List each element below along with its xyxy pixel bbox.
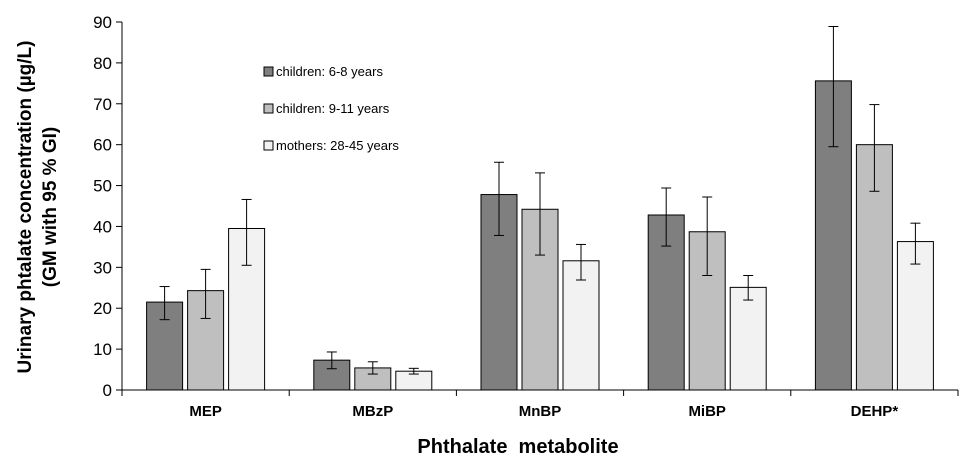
bar-3 (729, 286, 767, 391)
x-category-label: MBzP (352, 403, 393, 420)
x-axis: MEP MBzP MnBP MiBP DEHP* (121, 389, 959, 420)
error-bars (159, 25, 921, 375)
legend-label-1: children: 6-8 years (276, 64, 383, 79)
y-axis: 0 10 20 30 40 50 60 70 80 90 (93, 13, 123, 400)
y-tick-label: 30 (93, 258, 112, 277)
legend-swatch-2 (263, 103, 274, 114)
y-tick-label: 50 (93, 177, 112, 196)
x-category-label: MiBP (688, 403, 726, 420)
x-category-label: DEHP* (851, 403, 899, 420)
x-axis-title: Phthalate metabolite (417, 436, 618, 456)
x-category-label: MnBP (519, 403, 562, 420)
legend: children: 6-8 years children: 9-11 years m… (263, 64, 399, 153)
bars (146, 80, 934, 391)
bar-3 (896, 241, 934, 391)
y-tick-label: 60 (93, 136, 112, 155)
y-tick-label: 90 (93, 13, 112, 32)
legend-swatch-1 (263, 66, 274, 77)
y-tick-label: 0 (103, 381, 112, 400)
legend-swatch-3 (263, 140, 274, 151)
y-axis-title-line2: (GM with 95 % GI) (40, 127, 61, 287)
y-axis-title-line1: Urinary phtalate concentration (µg/L) (15, 41, 36, 374)
legend-label-2: children: 9-11 years (276, 101, 390, 116)
y-tick-label: 80 (93, 54, 112, 73)
y-tick-label: 20 (93, 299, 112, 318)
legend-label-3: mothers: 28-45 years (276, 138, 399, 153)
y-tick-label: 10 (93, 340, 112, 359)
y-tick-label: 40 (93, 217, 112, 236)
x-category-label: MEP (189, 403, 222, 420)
y-tick-label: 70 (93, 95, 112, 114)
